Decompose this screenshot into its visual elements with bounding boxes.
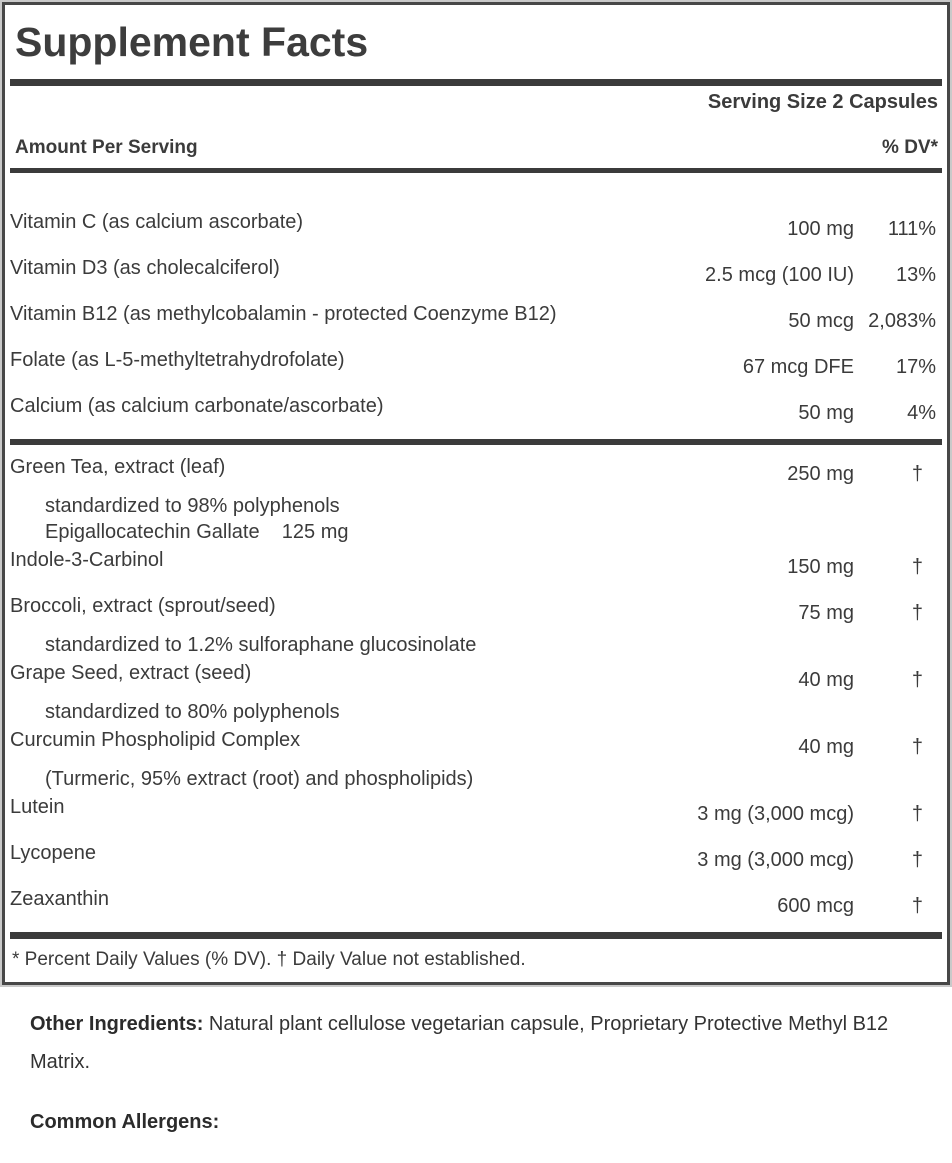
ingredient-row-main: Calcium (as calcium carbonate/ascorbate)…: [10, 393, 936, 426]
percent-dv-header: % DV*: [882, 137, 938, 158]
ingredient-name: Vitamin B12 (as methylcobalamin - protec…: [10, 303, 557, 325]
botanical-rows-section: Green Tea, extract (leaf) 250 mg † standard…: [10, 454, 942, 919]
ingredient-amount: 75 mg: [798, 602, 854, 624]
ingredient-amount: 40 mg: [798, 736, 854, 758]
ingredient-row: Broccoli, extract (sprout/seed) 75 mg † sta…: [10, 593, 936, 658]
ingredient-name: Indole-3-Carbinol: [10, 549, 164, 571]
ingredient-row: Vitamin D3 (as cholecalciferol) 2.5 mcg (…: [10, 255, 936, 288]
divider-footnote: [10, 932, 942, 939]
ingredient-row: Indole-3-Carbinol 150 mg †: [10, 547, 936, 580]
ingredient-name: Grape Seed, extract (seed): [10, 662, 252, 684]
ingredient-name: Green Tea, extract (leaf): [10, 456, 226, 478]
ingredient-dv: 17%: [895, 356, 936, 378]
ingredient-amount: 50 mg: [798, 402, 854, 424]
serving-size: Serving Size 2 Capsules: [707, 91, 938, 113]
ingredient-row-main: Lutein 3 mg (3,000 mcg) †: [10, 794, 936, 827]
ingredient-row: Zeaxanthin 600 mcg †: [10, 886, 936, 919]
ingredient-dv: †: [911, 463, 923, 485]
divider-section: [10, 439, 942, 445]
ingredient-name: Curcumin Phospholipid Complex: [10, 729, 301, 751]
ingredient-amount: 67 mcg DFE: [742, 356, 854, 378]
ingredient-amount: 600 mcg: [777, 895, 854, 917]
ingredient-amount: 40 mg: [798, 669, 854, 691]
ingredient-dv: †: [911, 849, 923, 871]
divider-title: [10, 79, 942, 86]
amount-per-serving-header: Amount Per Serving: [15, 137, 198, 158]
ingredient-row: Calcium (as calcium carbonate/ascorbate)…: [10, 393, 936, 426]
ingredient-row-main: Vitamin D3 (as cholecalciferol) 2.5 mcg (…: [10, 255, 936, 288]
ingredient-subline: standardized to 98% polyphenols: [45, 495, 340, 517]
ingredient-subline: standardized to 80% polyphenols: [45, 701, 340, 723]
ingredient-name: Lycopene: [10, 842, 96, 864]
ingredient-name: Vitamin C (as calcium ascorbate): [10, 211, 304, 233]
common-allergens-label: Common Allergens:: [30, 1111, 220, 1133]
ingredient-subline: standardized to 1.2% sulforaphane glucos…: [45, 634, 477, 656]
vitamin-rows-section: Vitamin C (as calcium ascorbate) 100 mg 11…: [10, 173, 942, 426]
ingredient-row-main: Indole-3-Carbinol 150 mg †: [10, 547, 936, 580]
ingredient-dv: †: [911, 669, 923, 691]
ingredient-row-main: Curcumin Phospholipid Complex 40 mg †: [10, 727, 936, 760]
ingredient-amount: 150 mg: [787, 556, 854, 578]
ingredient-dv: 4%: [907, 402, 936, 424]
ingredient-amount: 3 mg (3,000 mcg): [697, 803, 854, 825]
ingredient-row-main: Broccoli, extract (sprout/seed) 75 mg †: [10, 593, 936, 626]
ingredient-dv: †: [911, 556, 923, 578]
supplement-facts-panel: Supplement Facts Serving Size 2 Capsules…: [2, 2, 950, 985]
ingredient-row-main: Zeaxanthin 600 mcg †: [10, 886, 936, 919]
ingredient-amount: 3 mg (3,000 mcg): [697, 849, 854, 871]
ingredient-row: Folate (as L-5-methyltetrahydrofolate) 67…: [10, 347, 936, 380]
ingredient-name: Calcium (as calcium carbonate/ascorbate): [10, 395, 384, 417]
ingredient-name: Folate (as L-5-methyltetrahydrofolate): [10, 349, 345, 371]
ingredient-dv: †: [911, 895, 923, 917]
ingredient-row-main: Vitamin B12 (as methylcobalamin - protec…: [10, 301, 936, 334]
ingredient-row-main: Vitamin C (as calcium ascorbate) 100 mg 11…: [10, 209, 936, 242]
ingredient-row: Vitamin C (as calcium ascorbate) 100 mg 11…: [10, 209, 936, 242]
ingredient-dv: 13%: [895, 264, 936, 286]
ingredient-name: Lutein: [10, 796, 65, 818]
ingredient-subline: (Turmeric, 95% extract (root) and phosph…: [45, 768, 474, 790]
ingredient-row: Green Tea, extract (leaf) 250 mg † standard…: [10, 454, 936, 545]
divider-header: [10, 168, 942, 173]
ingredient-amount: 50 mcg: [788, 310, 854, 332]
ingredient-dv: †: [911, 602, 923, 624]
ingredient-row: Lutein 3 mg (3,000 mcg) †: [10, 794, 936, 827]
ingredient-dv: 2,083%: [868, 310, 936, 332]
facts-title: Supplement Facts: [15, 19, 369, 65]
column-header-row: Amount Per Serving % DV*: [15, 136, 938, 160]
ingredient-row-main: Green Tea, extract (leaf) 250 mg †: [10, 454, 936, 487]
ingredient-name: Broccoli, extract (sprout/seed): [10, 595, 276, 617]
ingredient-row: Vitamin B12 (as methylcobalamin - protec…: [10, 301, 936, 334]
ingredient-row: Lycopene 3 mg (3,000 mcg) †: [10, 840, 936, 873]
other-ingredients: Other Ingredients: Natural plant cellulo…: [30, 1005, 938, 1081]
ingredient-name: Zeaxanthin: [10, 888, 109, 910]
ingredient-row-main: Lycopene 3 mg (3,000 mcg) †: [10, 840, 936, 873]
ingredient-dv: †: [911, 736, 923, 758]
footnote: * Percent Daily Values (% DV). † Daily V…: [12, 949, 526, 970]
other-ingredients-label: Other Ingredients:: [30, 1013, 204, 1035]
ingredient-subline: Epigallocatechin Gallate 125 mg: [45, 521, 349, 543]
common-allergens: Common Allergens:: [30, 1103, 938, 1141]
ingredient-amount: 100 mg: [787, 218, 854, 240]
ingredient-amount: 2.5 mcg (100 IU): [705, 264, 854, 286]
ingredient-row-main: Grape Seed, extract (seed) 40 mg †: [10, 660, 936, 693]
ingredient-row: Grape Seed, extract (seed) 40 mg † standard…: [10, 660, 936, 725]
ingredient-row: Curcumin Phospholipid Complex 40 mg † (Turm…: [10, 727, 936, 792]
ingredient-row-main: Folate (as L-5-methyltetrahydrofolate) 67…: [10, 347, 936, 380]
below-panel-text: Other Ingredients: Natural plant cellulo…: [30, 1005, 938, 1141]
ingredient-amount: 250 mg: [787, 463, 854, 485]
ingredient-dv: †: [911, 803, 923, 825]
ingredient-name: Vitamin D3 (as cholecalciferol): [10, 257, 280, 279]
ingredient-dv: 111%: [887, 218, 936, 240]
